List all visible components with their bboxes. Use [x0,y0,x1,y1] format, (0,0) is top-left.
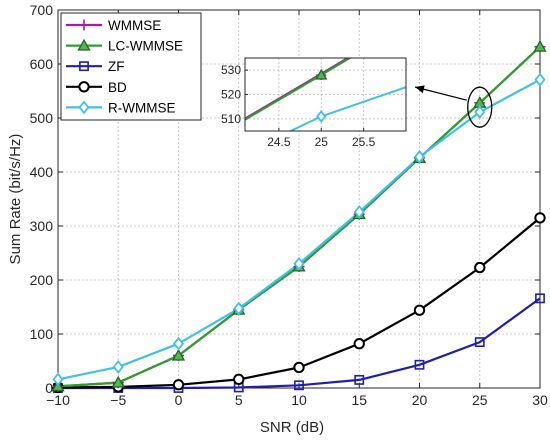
legend-marker-wmmse [78,19,90,31]
legend-label-zf: ZF [108,59,125,74]
legend-marker-r-wmmse [78,100,90,115]
data-point-r-wmmse [233,301,245,316]
data-point-lc-wmmse [111,375,125,388]
y-tick-label: 500 [30,110,54,126]
data-point-r-wmmse [353,205,365,219]
data-point-bd [474,261,486,274]
data-point-zf [474,337,485,348]
legend: WMMSE LC-WMMSE ZF BD R-WMMSE [60,12,202,121]
data-point-r-wmmse [112,359,124,374]
y-tick-label: 400 [30,164,54,180]
data-point-bd [293,361,305,374]
x-tick-label: 15 [351,392,367,408]
legend-label-wmmse: WMMSE [108,18,161,33]
data-point-zf [354,374,365,385]
zoom-annotation [414,85,493,128]
y-tick-label: 100 [30,326,54,342]
legend-marker-bd [78,81,90,93]
data-point-r-wmmse [413,149,426,164]
inset-y-tick-label: 520 [221,88,241,102]
zoom-ellipse [467,86,493,128]
x-tick-label: 5 [235,392,243,408]
legend-label-lc-wmmse: LC-WMMSE [108,39,183,54]
x-tick-label: 20 [412,392,428,408]
zoom-arrow-head [415,85,425,94]
data-point-bd [413,304,426,316]
y-tick-label: 600 [30,56,54,72]
legend-marker-zf [79,61,89,72]
inset-series [245,58,406,131]
zoom-inset: 24.5 25 25.5 510 520 530 [221,57,407,149]
inset-x-tick-label: 25.5 [352,135,376,149]
legend-label-bd: BD [108,80,127,95]
data-point-bd [172,379,185,391]
data-point-r-wmmse [52,372,64,387]
series-markers [51,39,547,394]
inset-y-tick-label: 510 [221,112,241,126]
x-tick-label: −5 [110,392,126,408]
inset-point-r-wmmse [316,109,327,123]
y-tick-label: 0 [45,380,53,396]
data-point-lc-wmmse [533,39,547,52]
inset-x-tick-label: 24.5 [267,135,291,149]
y-tick-label: 300 [30,218,54,234]
x-tick-label: 10 [291,392,307,408]
data-point-bd [534,212,546,224]
data-point-zf [414,359,425,370]
y-tick-label: 200 [30,272,54,288]
data-point-zf [294,380,304,391]
legend-marker-lc-wmmse [77,38,91,51]
legend-label-r-wmmse: R-WMMSE [108,100,176,115]
data-point-lc-wmmse [171,348,186,361]
x-tick-label: 0 [175,392,183,408]
data-point-r-wmmse [172,336,185,351]
x-axis-label: SNR (dB) [260,419,324,436]
data-point-r-wmmse [293,256,305,271]
data-point-r-wmmse [474,105,486,120]
data-point-bd [353,338,365,350]
inset-frame [244,57,407,132]
inset-x-tick-label: 25 [315,135,329,149]
data-point-zf [535,293,545,304]
x-tick-label: −10 [46,392,70,408]
y-tick-label: 700 [30,2,54,18]
inset-y-tick-label: 530 [221,63,241,77]
data-point-r-wmmse [534,72,546,87]
x-tick-label: 25 [472,392,488,408]
y-axis-label: Sum Rate (bit/s/Hz) [7,134,24,265]
data-point-bd [233,373,245,386]
x-tick-label: 30 [532,392,548,408]
inset-point-lc-wmmse [315,68,328,80]
series-line-zf [58,297,541,390]
